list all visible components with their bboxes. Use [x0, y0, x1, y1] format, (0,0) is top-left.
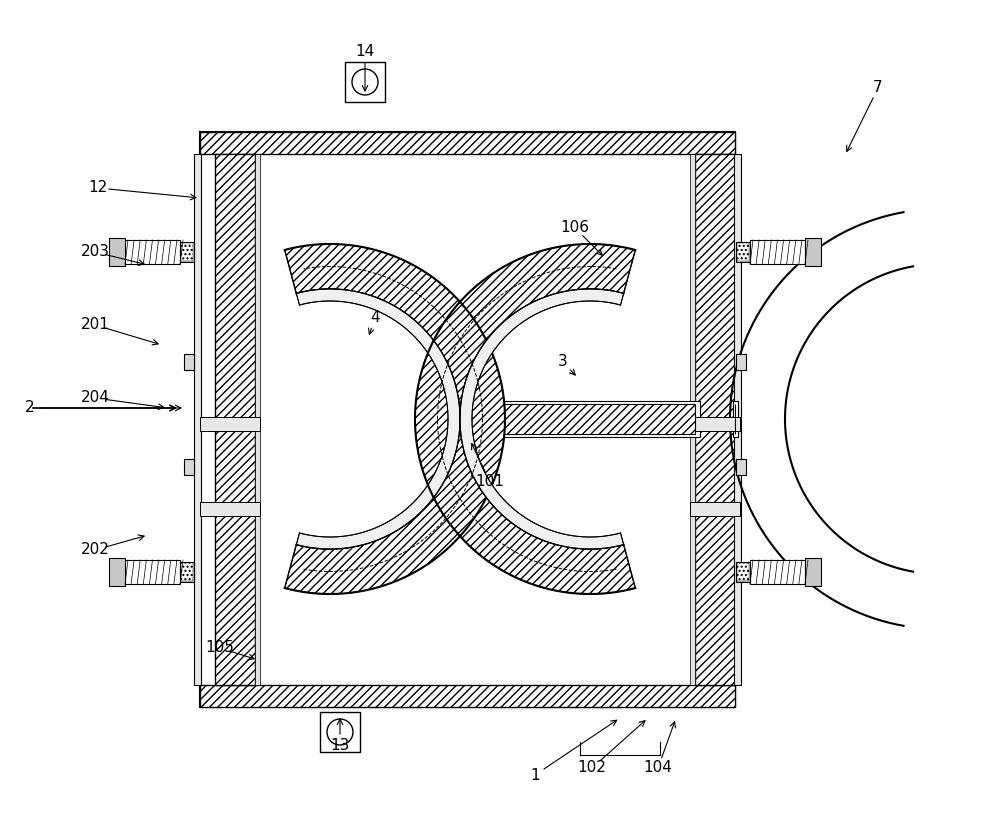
Polygon shape: [255, 154, 260, 685]
Polygon shape: [415, 244, 635, 594]
Text: 102: 102: [578, 760, 606, 775]
Polygon shape: [690, 502, 740, 516]
Circle shape: [352, 69, 378, 95]
Polygon shape: [184, 354, 194, 370]
Polygon shape: [184, 459, 194, 475]
Text: 12: 12: [88, 181, 108, 196]
Polygon shape: [750, 560, 805, 584]
Polygon shape: [194, 154, 201, 685]
Polygon shape: [125, 240, 180, 264]
Polygon shape: [805, 238, 821, 266]
Polygon shape: [109, 238, 125, 266]
Polygon shape: [736, 242, 750, 262]
Text: 106: 106: [560, 220, 590, 235]
Polygon shape: [181, 243, 193, 261]
Polygon shape: [737, 243, 749, 261]
Polygon shape: [415, 244, 635, 594]
Polygon shape: [750, 240, 805, 264]
Polygon shape: [734, 154, 741, 685]
Polygon shape: [200, 502, 260, 516]
Polygon shape: [215, 154, 255, 685]
Polygon shape: [690, 154, 695, 685]
Text: 2: 2: [25, 400, 35, 415]
Circle shape: [327, 719, 353, 745]
Polygon shape: [320, 712, 360, 752]
Polygon shape: [460, 289, 624, 549]
Text: 7: 7: [873, 81, 883, 95]
Polygon shape: [285, 244, 505, 594]
Polygon shape: [345, 62, 385, 102]
Polygon shape: [200, 132, 735, 707]
Polygon shape: [180, 242, 194, 262]
Polygon shape: [430, 404, 695, 434]
Polygon shape: [200, 132, 735, 154]
Text: 3: 3: [558, 354, 568, 370]
Text: 4: 4: [370, 311, 380, 326]
Polygon shape: [125, 560, 180, 584]
Text: 1: 1: [530, 768, 540, 783]
Polygon shape: [737, 563, 749, 581]
Polygon shape: [109, 558, 125, 586]
Polygon shape: [736, 562, 750, 582]
Text: 203: 203: [80, 244, 110, 260]
Polygon shape: [285, 244, 505, 594]
Polygon shape: [805, 558, 821, 586]
Polygon shape: [180, 562, 194, 582]
Polygon shape: [296, 289, 460, 549]
Polygon shape: [181, 563, 193, 581]
Polygon shape: [736, 354, 746, 370]
Text: 201: 201: [81, 317, 109, 333]
Text: 105: 105: [206, 640, 234, 655]
Polygon shape: [200, 685, 735, 707]
Polygon shape: [425, 401, 700, 437]
Polygon shape: [200, 417, 260, 431]
Polygon shape: [736, 459, 746, 475]
Text: 202: 202: [81, 543, 109, 557]
Polygon shape: [690, 417, 740, 431]
Polygon shape: [733, 401, 738, 437]
Text: 101: 101: [476, 474, 504, 489]
Text: 204: 204: [81, 390, 109, 405]
Text: 13: 13: [330, 737, 350, 752]
Text: 104: 104: [644, 760, 672, 775]
Text: 14: 14: [355, 44, 375, 59]
Polygon shape: [695, 154, 735, 685]
